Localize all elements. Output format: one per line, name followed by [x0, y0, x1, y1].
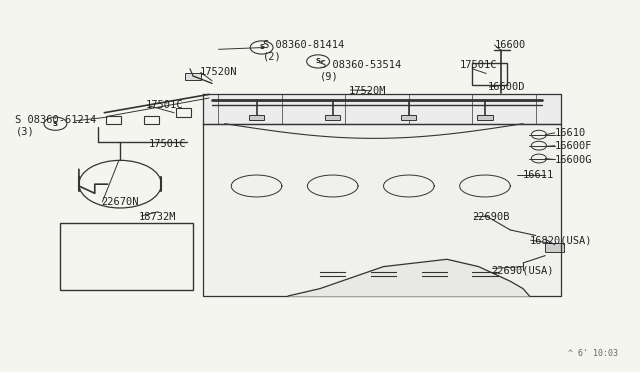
Bar [401, 115, 417, 120]
Text: 17501C: 17501C [148, 139, 186, 149]
Text: 16600F: 16600F [555, 141, 592, 151]
Text: ^ 6' 10:03: ^ 6' 10:03 [568, 349, 618, 358]
Text: 16610: 16610 [555, 128, 586, 138]
Text: 16600G: 16600G [555, 155, 592, 165]
Text: 16611: 16611 [523, 170, 554, 180]
Text: S 08360-53514
(9): S 08360-53514 (9) [320, 60, 401, 81]
Text: 16600D: 16600D [488, 82, 525, 92]
Text: CAN: CAN [95, 229, 113, 238]
Bar [545, 243, 564, 252]
Text: 16820(USA): 16820(USA) [529, 236, 592, 246]
Polygon shape [203, 124, 561, 296]
Text: S 08360-81414
(2): S 08360-81414 (2) [263, 39, 344, 61]
Text: 22670N: 22670N [101, 198, 139, 208]
Text: S 08360-61214
(3): S 08360-61214 (3) [15, 115, 97, 136]
Text: 22690B: 22690B [472, 212, 510, 222]
Text: 16600: 16600 [495, 40, 525, 50]
Bar [472, 63, 507, 85]
Text: S: S [53, 121, 58, 127]
FancyBboxPatch shape [60, 223, 193, 291]
Bar [477, 115, 493, 120]
Text: 18732M: 18732M [139, 212, 177, 222]
Polygon shape [203, 94, 561, 124]
Bar [186, 73, 202, 80]
Text: 17520M: 17520M [92, 247, 129, 257]
Bar [106, 116, 122, 125]
Text: S: S [259, 45, 264, 51]
Text: 17520M: 17520M [349, 86, 386, 96]
Text: S: S [316, 58, 321, 64]
Polygon shape [288, 259, 529, 296]
Bar [144, 116, 159, 125]
Text: 17501C: 17501C [460, 60, 497, 70]
Text: 17501C: 17501C [145, 100, 183, 110]
Bar [249, 115, 264, 120]
Text: 22690(USA): 22690(USA) [492, 265, 554, 275]
Bar [325, 115, 340, 120]
Bar [176, 108, 191, 117]
Text: 17520N: 17520N [200, 67, 237, 77]
